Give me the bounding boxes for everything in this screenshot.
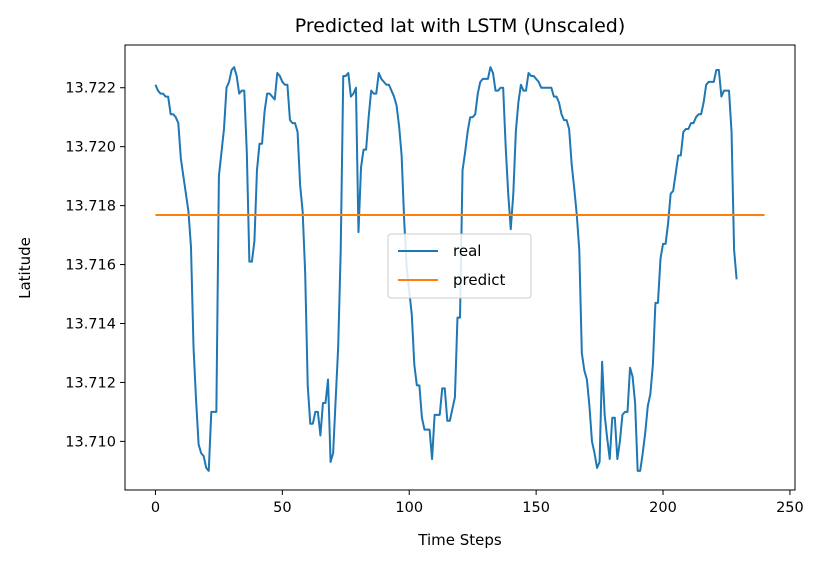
legend: real predict [387,233,532,299]
y-tick-label: 13.710 [65,434,116,450]
series-layer [154,66,765,472]
y-tick-label: 13.720 [65,140,116,156]
y-tick-label: 13.718 [65,199,116,215]
plot-frame [124,44,796,491]
legend-label-real: real [453,242,481,260]
x-tick-label: 50 [273,500,291,516]
x-tick-label: 150 [522,500,550,516]
y-tick-label: 13.714 [65,316,116,332]
x-tick-label: 100 [395,500,423,516]
y-tick-label: 13.712 [65,375,116,391]
y-axis-ticks: 13.710 13.712 13.714 13.716 13.718 13.720 13.7… [65,81,125,450]
y-tick-label: 13.722 [65,81,116,97]
x-axis-label: Time Steps [417,531,502,549]
x-axis-ticks: 0 50 100 150 200 250 [151,490,804,516]
x-tick-label: 250 [776,500,804,516]
y-axis-label: Latitude [16,237,34,299]
x-tick-label: 200 [649,500,677,516]
legend-label-predict: predict [453,271,506,289]
series-line-real [154,66,738,472]
y-tick-label: 13.716 [65,258,116,274]
chart-title: Predicted lat with LSTM (Unscaled) [295,15,625,37]
x-tick-label: 0 [151,500,160,516]
